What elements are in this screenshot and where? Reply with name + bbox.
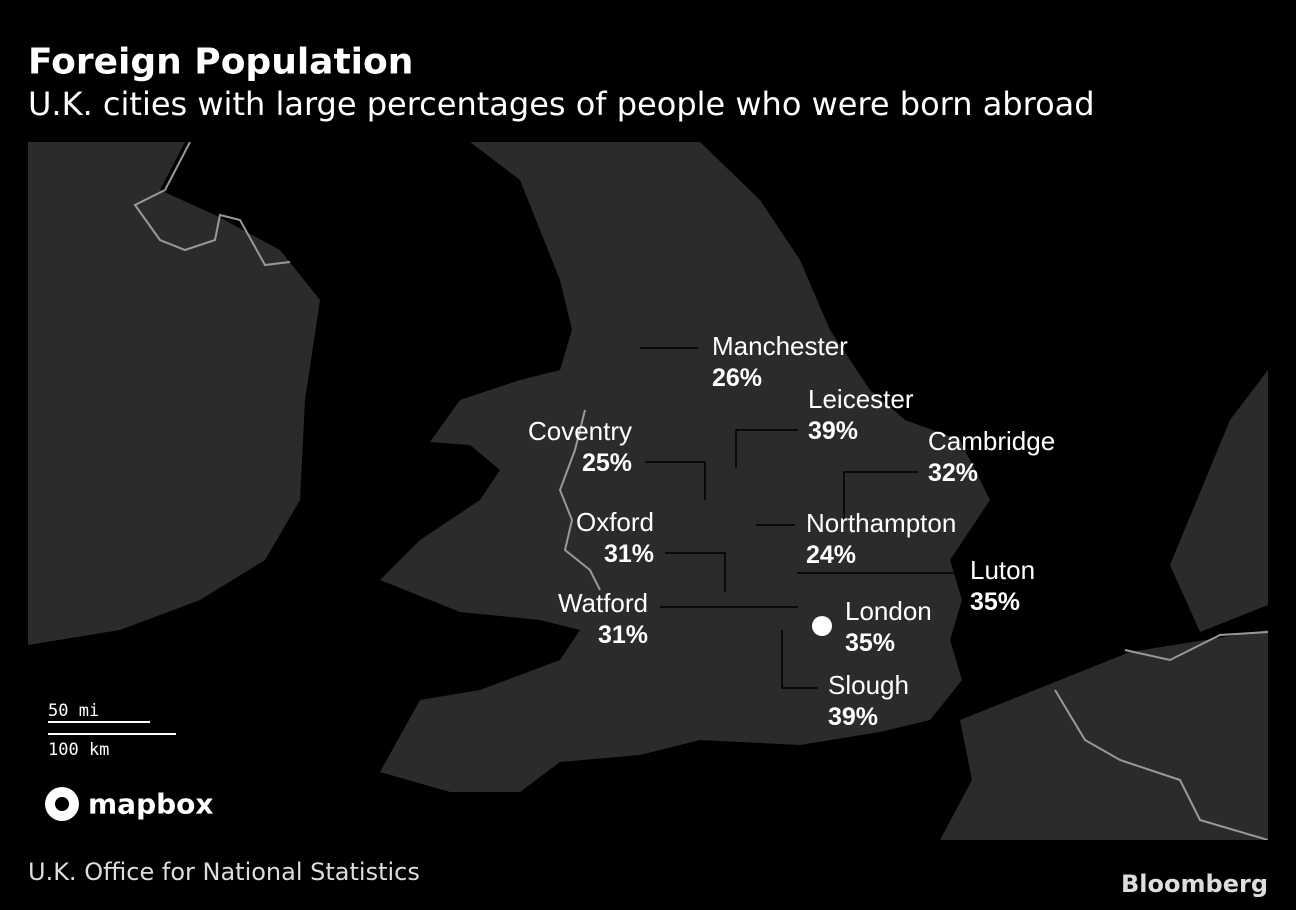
subtitle: U.K. cities with large percentages of pe… (28, 85, 1095, 123)
city-value: 32% (928, 459, 978, 487)
leader-line (665, 552, 726, 592)
title: Foreign Population (28, 42, 413, 83)
mapbox-logo (55, 797, 69, 811)
city-name: Leicester (808, 384, 914, 414)
city-value: 26% (712, 364, 762, 392)
city-name: London (845, 596, 932, 626)
city-value: 24% (806, 541, 856, 569)
city-name: Oxford (576, 507, 654, 537)
city-name: Coventry (528, 416, 632, 446)
city-name: Cambridge (928, 426, 1055, 456)
map (28, 142, 1268, 840)
border (133, 142, 291, 267)
city-value: 35% (970, 588, 1020, 616)
city-value: 39% (808, 417, 858, 445)
france (940, 630, 1268, 840)
scale-miles: 50 mi (48, 701, 99, 721)
city-value: 31% (604, 540, 654, 568)
city-value: 35% (845, 629, 895, 657)
city-value: 31% (598, 621, 648, 649)
london-dot (812, 616, 832, 636)
leader-line (645, 461, 706, 500)
leaders (640, 347, 958, 689)
city-value: 39% (828, 703, 878, 731)
city-name: Manchester (712, 331, 848, 361)
city-value: 25% (582, 449, 632, 477)
city-name: Slough (828, 670, 909, 700)
border (558, 409, 601, 591)
leader-line (735, 429, 798, 468)
scale-km: 100 km (48, 740, 109, 760)
leader-line (781, 630, 818, 689)
brand: Bloomberg (1121, 870, 1268, 898)
city-name: Luton (970, 555, 1035, 585)
city-labels: Manchester 26% Leicester 39% Coventry 25% Camb… (528, 331, 1055, 731)
source: U.K. Office for National Statistics (28, 858, 420, 886)
city-name: Watford (558, 588, 648, 618)
ireland (28, 142, 320, 645)
netherlands (1170, 370, 1268, 632)
mapbox-text: mapbox (88, 788, 213, 821)
border (1054, 631, 1268, 840)
city-name: Northampton (806, 508, 956, 538)
leader-line (843, 471, 918, 520)
great-britain (380, 142, 990, 792)
